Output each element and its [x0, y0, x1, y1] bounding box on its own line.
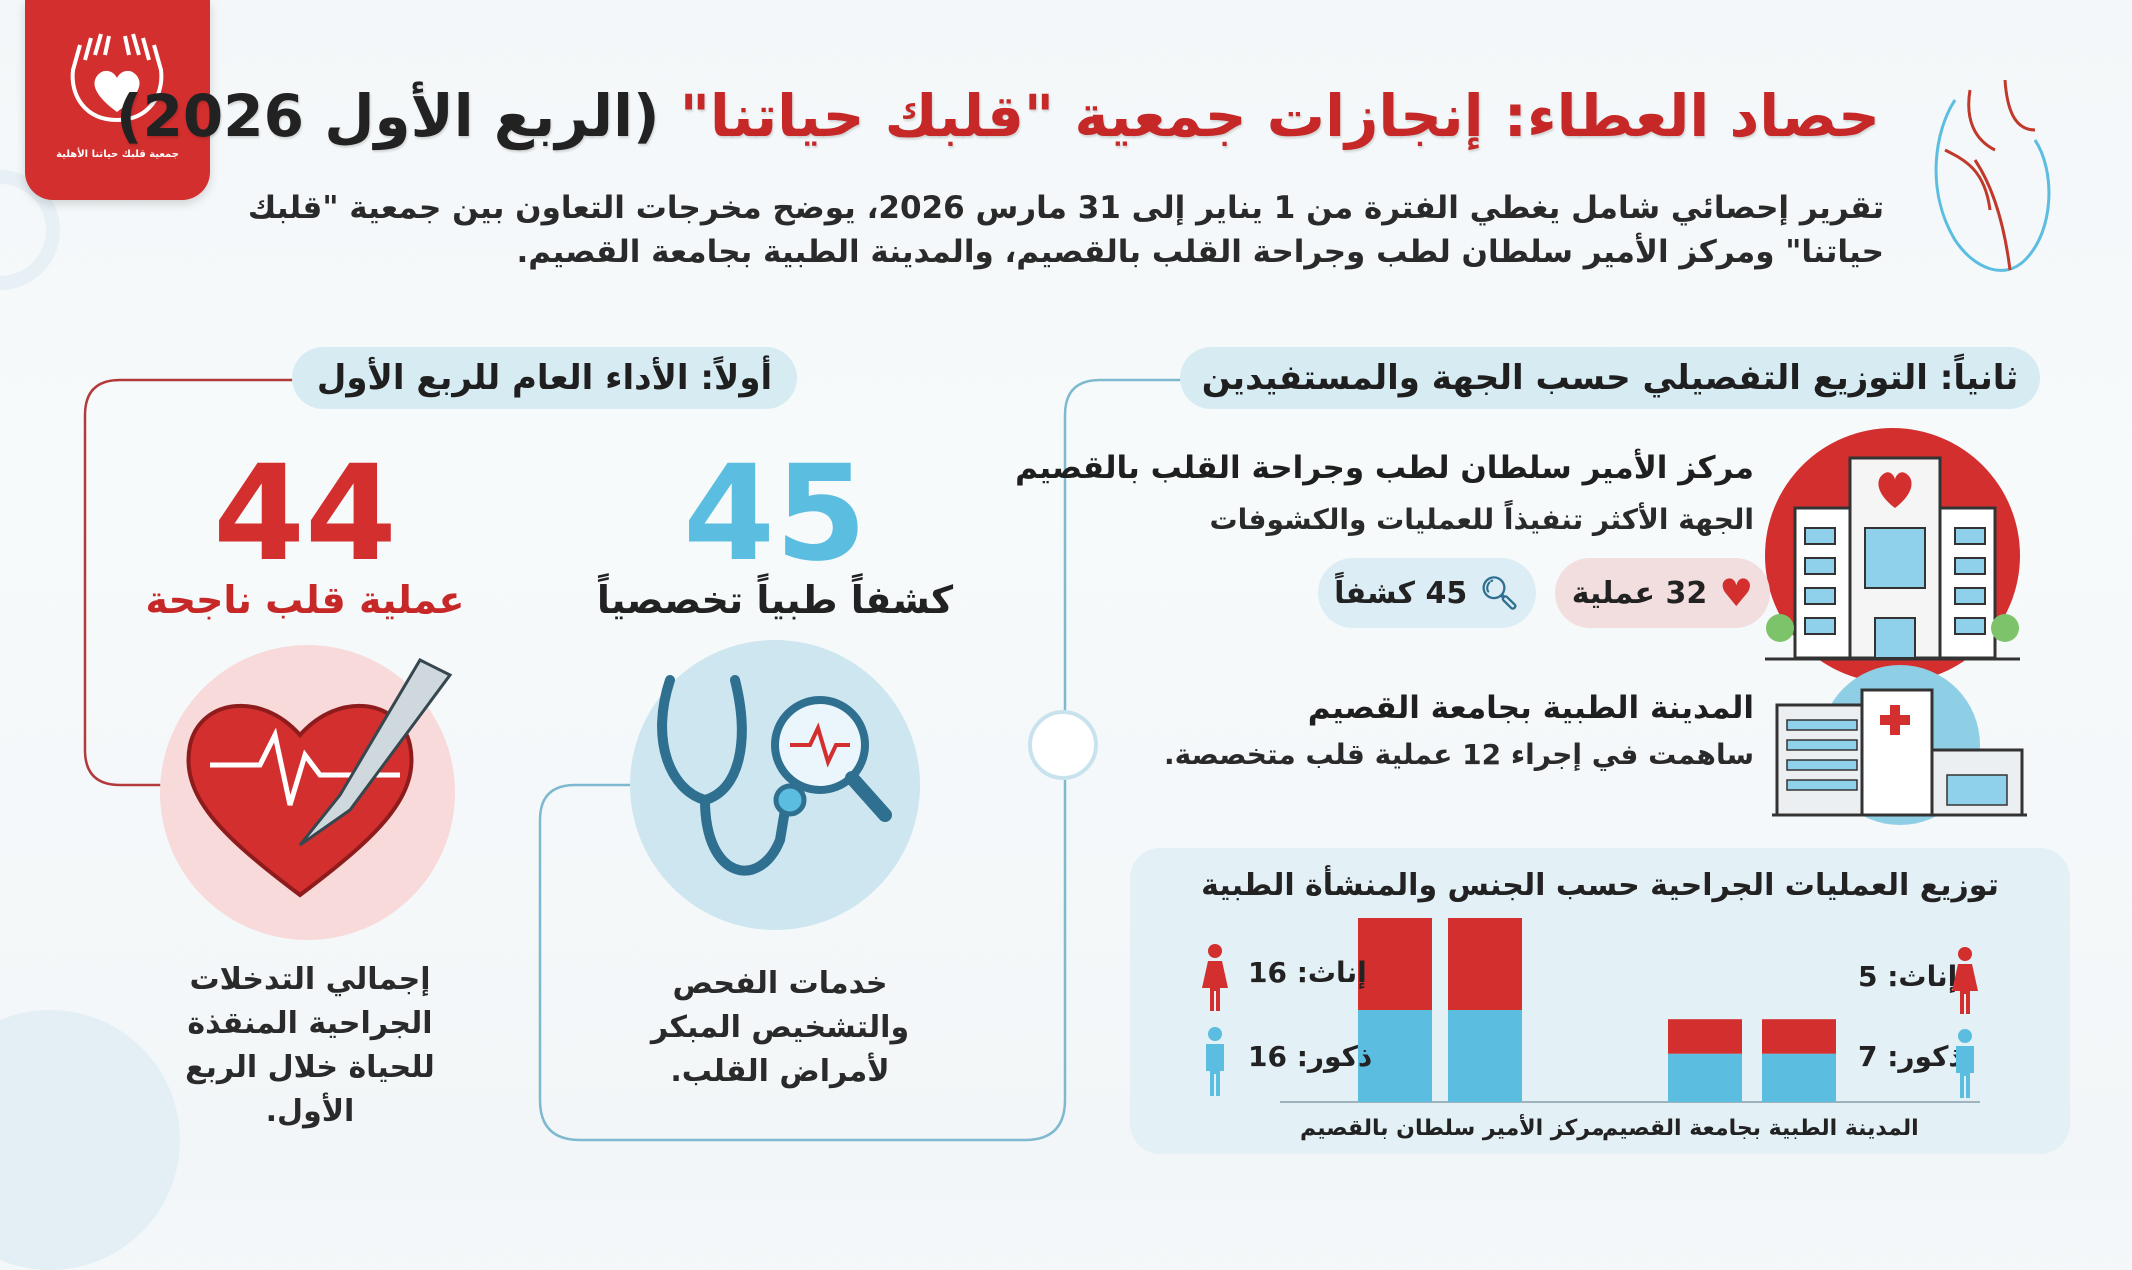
center2-note: ساهمت في إجراء 12 عملية قلب متخصصة.	[1164, 738, 1754, 771]
male-figure-icon	[1206, 1027, 1224, 1096]
stat-operations-description: إجمالي التدخلات الجراحية المنقذة للحياة …	[185, 962, 435, 1129]
bar-male	[1358, 1010, 1432, 1102]
hospital-heart-icon	[1765, 456, 2020, 661]
center1-name: مركز الأمير سلطان لطب وجراحة القلب بالقص…	[1015, 450, 1754, 486]
center1-exams-chip: 🔍︎ 45 كشفاً	[1318, 558, 1536, 628]
x-label-center1: مركز الأمير سلطان بالقصيم	[1300, 1116, 1605, 1141]
section1-heading: أولاً: الأداء العام للربع الأول	[292, 347, 797, 409]
male-count-1: ذكور: 16	[1248, 1040, 1373, 1073]
stethoscope-icon	[657, 675, 892, 876]
stat-exams-label: كشفاً طبياً تخصصياً	[596, 578, 954, 622]
male-count-2: ذكور: 7	[1858, 1040, 1963, 1073]
center2-name: المدينة الطبية بجامعة القصيم	[1307, 690, 1754, 726]
stethoscope-circle	[630, 640, 920, 930]
bar-female	[1668, 1019, 1742, 1054]
bar-female	[1448, 918, 1522, 1010]
bar-male	[1668, 1053, 1742, 1102]
heart-scalpel-icon	[186, 658, 453, 898]
female-count-2: إناث: 5	[1858, 960, 1958, 993]
page-subtitle: تقرير إحصائي شامل يغطي الفترة من 1 يناير…	[247, 190, 1884, 270]
bar-male	[1762, 1053, 1836, 1102]
bar-male	[1448, 1010, 1522, 1102]
bar-female	[1358, 918, 1432, 1010]
title-period: (الربع الأول 2026)	[116, 82, 660, 150]
chart-panel: توزيع العمليات الجراحية حسب الجنس والمنش…	[1130, 848, 2070, 1154]
center1-operations: 32 عملية	[1571, 575, 1708, 611]
stat-exams-description: خدمات الفحص والتشخيص المبكر لأمراض القلب…	[650, 966, 910, 1089]
stat-operations-value: 44	[213, 437, 397, 591]
title-main: حصاد العطاء: إنجازات جمعية "قلبك حياتنا"	[679, 82, 1880, 150]
male-figure-icon	[1956, 1029, 1974, 1098]
bar-female	[1762, 1019, 1836, 1054]
stat-exams-value: 45	[683, 437, 867, 591]
chart-title: توزيع العمليات الجراحية حسب الجنس والمنش…	[1201, 868, 1999, 903]
logo: جمعية قلبك حياتنا الأهلية	[25, 0, 210, 200]
center1-exams: 45 كشفاً	[1334, 575, 1468, 611]
center1-operations-chip: ♥ 32 عملية	[1555, 558, 1770, 628]
section2-heading: ثانياً: التوزيع التفصيلي حسب الجهة والمس…	[1180, 347, 2040, 409]
female-figure-icon	[1952, 947, 1978, 1014]
logo-text: جمعية قلبك حياتنا الأهلية	[56, 149, 179, 160]
stat-operations-label: عملية قلب ناجحة	[145, 578, 465, 622]
hands-heart-icon	[70, 33, 164, 122]
center1-note: الجهة الأكثر تنفيذاً للعمليات والكشوفات	[1209, 503, 1754, 536]
female-figure-icon	[1202, 944, 1228, 1011]
stacked-bar-chart	[1280, 918, 1980, 1103]
magnifier-pulse-icon: 🔍︎	[1479, 574, 1520, 612]
heart-circle	[160, 645, 455, 940]
female-count-1: إناث: 16	[1248, 956, 1367, 989]
connector-lines	[83, 378, 1185, 1142]
page-title: حصاد العطاء: إنجازات جمعية "قلبك حياتنا"…	[116, 82, 1880, 150]
hospital1-circle	[1765, 428, 2020, 683]
x-label-center2: المدينة الطبية بجامعة القصيم	[1602, 1116, 1919, 1141]
hospital-cross-icon	[1772, 688, 2027, 817]
anatomical-heart-icon	[1934, 79, 2051, 272]
heart-pulse-icon: ♥	[1719, 571, 1754, 615]
